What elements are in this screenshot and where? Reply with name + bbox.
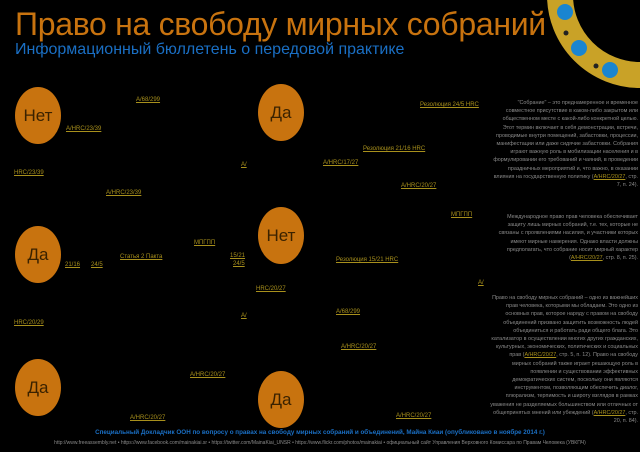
reference-link[interactable]: A/HRC/17/27 [323, 160, 359, 166]
answer-circle-yes: Да [258, 84, 304, 141]
logo-icon [547, 0, 640, 88]
paragraph-text: , стр. 20, п. 84). [613, 409, 638, 425]
reference-link[interactable]: A/HRC/23/39 [106, 190, 142, 196]
reference-link[interactable]: A/68/299 [136, 97, 161, 103]
reference-link[interactable]: 21/16 [65, 262, 81, 268]
peaceful-paragraph: Международное право прав человека обеспе… [490, 213, 638, 262]
footer-links[interactable]: http://www.freeassembly.net • https://ww… [54, 440, 586, 446]
reference-link[interactable]: A/HRC/20/27 [401, 183, 437, 189]
reference-link[interactable]: A/HRC/20/27 [190, 372, 226, 378]
reference-link[interactable]: HRC/20/27 [256, 286, 286, 292]
reference-link[interactable]: МПГПП [194, 240, 216, 246]
footer-credit: Специальный Докладчик ООН по вопросу о п… [95, 429, 545, 436]
answer-circle-no: Нет [15, 87, 61, 144]
reference-link[interactable]: HRC/23/39 [14, 170, 44, 176]
page-title: Право на свободу мирных собраний [15, 6, 546, 42]
definition-paragraph: "Собрание" – это предна­меренное и време… [490, 99, 638, 189]
reference-link[interactable]: A/HRC/20/27 [593, 409, 626, 416]
paragraph-text: "Собрание" – это предна­меренное и време… [493, 100, 638, 180]
reference-link[interactable]: A/68/299 [336, 309, 361, 315]
importance-paragraph: Право на свободу мирных собраний – одно … [490, 294, 638, 425]
paragraph-text: , стр. 5, п. 12). Право на свободу мирны… [490, 352, 638, 416]
reference-link[interactable]: A/HRC/20/27 [524, 352, 557, 359]
reference-link[interactable]: HRC/20/29 [14, 320, 44, 326]
reference-link[interactable]: A/HRC/20/27 [396, 413, 432, 419]
answer-circle-yes: Да [15, 226, 61, 283]
reference-link[interactable]: A/ [241, 162, 247, 168]
reference-link[interactable]: Резолюция 15/21 HRC [336, 257, 399, 263]
reference-link[interactable]: A/ [478, 280, 484, 286]
paragraph-text: , стр. 8, п. 25). [602, 255, 638, 262]
reference-link[interactable]: 24/5 [233, 261, 245, 267]
answer-circle-yes: Да [15, 359, 61, 416]
reference-link[interactable]: A/HRC/20/27 [130, 415, 166, 421]
reference-link[interactable]: 15/21 [230, 253, 246, 259]
reference-link[interactable]: A/HRC/20/27 [341, 344, 377, 350]
reference-link[interactable]: 24/5 [91, 262, 103, 268]
answer-circle-yes: Да [258, 371, 304, 428]
paragraph-text: Право на свободу мирных собраний – одно … [491, 295, 638, 359]
reference-link[interactable]: Статья 2 Пакта [120, 254, 163, 260]
reference-link[interactable]: Резолюция 24/5 HRC [420, 102, 479, 108]
reference-link[interactable]: A/HRC/20/27 [593, 173, 626, 180]
reference-link[interactable]: A/ [241, 313, 247, 319]
reference-link[interactable]: A/HRC/23/39 [66, 126, 102, 132]
paragraph-text: Международное право прав человека обеспе… [498, 214, 638, 262]
reference-link[interactable]: A/HRC/20/27 [570, 255, 603, 262]
paragraph-text: , стр. 7, п. 24). [616, 173, 638, 189]
reference-link[interactable]: Резолюция 21/16 HRC [363, 146, 426, 152]
reference-link[interactable]: МПГПП [451, 212, 473, 218]
page-subtitle: Информационный бюллетень о передовой пра… [15, 41, 405, 58]
answer-circle-no: Нет [258, 207, 304, 264]
